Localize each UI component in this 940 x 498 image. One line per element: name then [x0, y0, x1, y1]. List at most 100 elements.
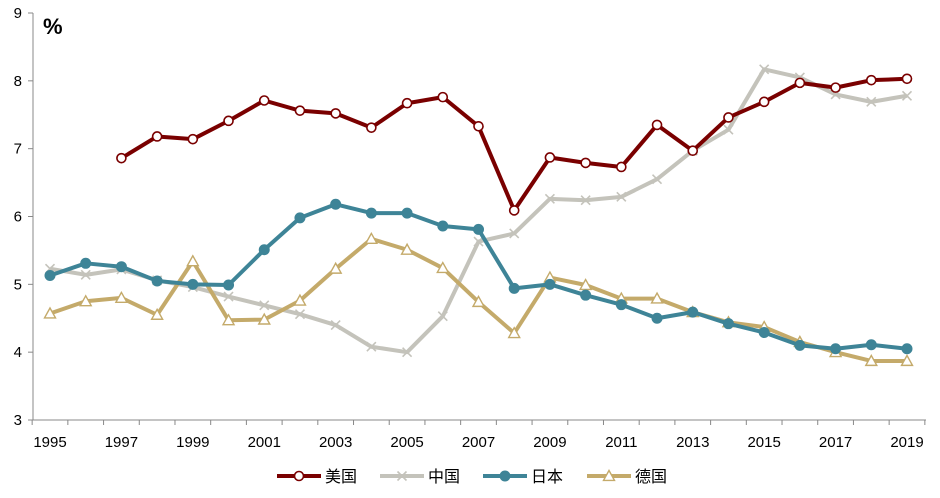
data-point — [328, 261, 343, 274]
data-point — [187, 133, 199, 145]
data-point — [722, 318, 734, 330]
data-point — [900, 354, 914, 367]
data-point — [471, 295, 486, 308]
data-point — [221, 313, 236, 326]
data-point — [508, 282, 520, 294]
data-point — [294, 212, 306, 224]
x-tick-label: 1995 — [33, 434, 66, 451]
data-point — [223, 115, 234, 127]
data-point — [259, 300, 270, 311]
data-point-stroke — [901, 90, 913, 101]
data-point — [687, 306, 699, 318]
data-point — [223, 279, 235, 291]
data-point — [650, 291, 664, 304]
data-point — [830, 343, 842, 355]
data-point — [43, 306, 57, 319]
x-tick-label: 2007 — [462, 434, 495, 451]
x-tick-label: 2003 — [319, 434, 352, 451]
series-line — [49, 67, 908, 355]
axes-group: 3 4 5 6 7 8 9 1995 1997 1999 2001 2003 2005 2007 2009 2… — [14, 5, 926, 451]
x-tick-label: 1999 — [176, 434, 209, 451]
x-tick-label: 2005 — [390, 434, 423, 451]
data-point — [866, 96, 877, 107]
data-point — [507, 326, 521, 339]
data-point — [580, 195, 591, 206]
data-point — [114, 290, 129, 303]
data-point — [437, 91, 449, 103]
data-point — [544, 278, 556, 290]
data-point — [509, 228, 520, 239]
data-point-stroke — [366, 341, 377, 352]
legend-label: 日本 — [531, 467, 563, 486]
data-point — [794, 77, 806, 89]
data-point — [901, 90, 913, 101]
x-tick-label: 2019 — [890, 434, 923, 451]
y-tick-label: 4 — [14, 344, 22, 361]
data-point — [330, 319, 341, 331]
data-point — [187, 278, 199, 290]
data-point — [151, 131, 163, 142]
data-point — [257, 312, 271, 325]
data-point — [258, 95, 270, 106]
data-point-stroke — [80, 269, 91, 280]
y-tick-label: 9 — [14, 5, 22, 22]
data-point-stroke — [330, 319, 341, 331]
data-point — [508, 205, 520, 216]
data-point — [580, 157, 591, 169]
legend-label: 德国 — [635, 467, 667, 486]
data-point — [366, 341, 377, 352]
series-line — [120, 76, 908, 213]
data-point — [473, 223, 484, 235]
data-point-stroke — [866, 96, 877, 107]
data-point — [365, 207, 377, 219]
x-tick-label: 2013 — [676, 434, 709, 451]
data-point-stroke — [723, 124, 734, 135]
series-1 — [116, 73, 913, 216]
data-point — [115, 261, 127, 273]
x-tick-label: 1997 — [105, 434, 138, 451]
data-point — [616, 191, 627, 202]
data-point — [79, 294, 93, 307]
data-point — [544, 152, 556, 163]
legend-marker — [396, 470, 408, 482]
data-point — [366, 122, 377, 133]
data-point — [151, 275, 163, 287]
legend-marker — [499, 470, 511, 482]
series-2 — [44, 64, 913, 358]
y-tick-label: 6 — [14, 209, 22, 226]
data-point-stroke — [509, 228, 520, 239]
data-point — [116, 152, 127, 164]
data-point — [437, 220, 449, 232]
data-point — [473, 236, 484, 247]
y-tick-label: 8 — [14, 73, 22, 90]
data-point — [651, 312, 663, 324]
data-point — [330, 198, 342, 210]
data-point — [401, 97, 413, 109]
x-tick-label: 2001 — [248, 434, 281, 451]
data-point-stroke — [437, 311, 448, 322]
data-point — [437, 311, 448, 322]
y-tick-label: 3 — [14, 412, 22, 429]
data-point — [580, 289, 592, 301]
legend-marker — [293, 470, 305, 482]
data-point-stroke — [473, 236, 484, 247]
data-point — [294, 105, 306, 116]
data-point — [759, 64, 770, 75]
data-point — [651, 174, 663, 185]
data-point — [615, 299, 627, 311]
legend-item: 中国 — [380, 467, 460, 486]
data-point — [293, 293, 307, 306]
data-point — [865, 339, 877, 351]
data-point-stroke — [259, 300, 270, 311]
data-point-stroke — [294, 309, 306, 320]
data-point — [150, 307, 164, 320]
data-point — [364, 231, 379, 244]
data-point — [186, 254, 200, 267]
unit-label: % — [43, 14, 63, 39]
data-point — [80, 269, 91, 280]
data-point — [758, 326, 770, 338]
data-point-stroke — [544, 193, 555, 204]
data-point — [901, 343, 913, 355]
legend-label: 中国 — [428, 467, 460, 486]
